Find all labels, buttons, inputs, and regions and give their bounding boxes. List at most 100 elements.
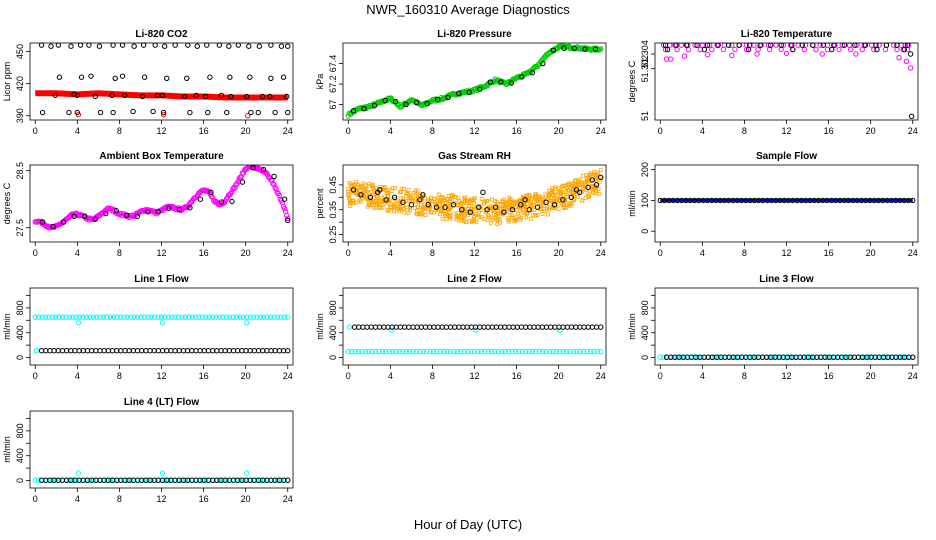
data-point <box>416 204 421 209</box>
data-point <box>187 205 193 211</box>
data-point <box>437 348 444 355</box>
data-point <box>882 354 889 360</box>
x-tick-label: 0 <box>346 248 351 258</box>
data-point <box>418 211 423 216</box>
data-point <box>371 205 376 210</box>
data-point <box>348 182 353 187</box>
data-point <box>204 43 210 48</box>
data-point <box>729 52 735 59</box>
data-point <box>490 208 495 213</box>
data-point <box>466 89 472 95</box>
data-point <box>704 43 711 48</box>
data-point <box>598 46 604 52</box>
chart-line4: Line 4 (LT) Flow ml/min 0 4 8 12 16 20 24 0 400 800 <box>2 397 294 504</box>
data-point <box>563 197 568 202</box>
data-point <box>883 43 890 48</box>
data-point <box>480 215 484 220</box>
data-point <box>400 348 406 355</box>
data-point <box>496 211 500 216</box>
data-point <box>566 182 570 187</box>
data-point <box>456 203 460 208</box>
data-point <box>166 205 172 212</box>
data-point <box>471 218 476 223</box>
x-tick-label: 0 <box>658 371 663 381</box>
data-point <box>479 197 484 201</box>
data-point <box>345 348 351 355</box>
data-point <box>392 204 397 209</box>
y-tick-label: 0.45 <box>328 176 338 194</box>
data-point <box>199 477 206 483</box>
y-tick-label: 67.4 <box>328 55 338 73</box>
plot-area <box>32 165 291 231</box>
y-axis-label: ml/min <box>2 436 12 463</box>
x-tick-label: 0 <box>658 126 663 136</box>
data-point <box>531 212 536 217</box>
data-point <box>39 109 46 116</box>
data-point <box>124 212 130 218</box>
data-point <box>33 348 40 354</box>
data-point <box>478 348 485 355</box>
data-point <box>896 54 902 61</box>
data-point <box>468 348 474 355</box>
data-point <box>456 90 462 97</box>
data-point <box>391 202 396 207</box>
data-point <box>904 43 911 48</box>
data-point <box>393 348 399 355</box>
data-point <box>165 314 172 320</box>
data-point <box>271 314 277 320</box>
data-point <box>574 348 580 355</box>
plot-area <box>345 324 604 355</box>
data-point <box>476 204 482 210</box>
data-point <box>229 198 235 205</box>
data-point <box>550 47 557 53</box>
data-point <box>384 191 389 195</box>
data-point <box>152 43 158 48</box>
data-point <box>441 348 447 355</box>
data-point <box>471 204 476 209</box>
data-point <box>378 206 383 210</box>
data-point <box>836 46 842 53</box>
data-point <box>247 74 253 80</box>
data-point <box>829 46 835 53</box>
data-point <box>524 215 529 220</box>
data-point <box>551 202 558 208</box>
data-point <box>392 98 399 105</box>
data-point <box>801 46 808 53</box>
x-tick-label: 16 <box>512 126 522 136</box>
data-point <box>240 170 247 176</box>
data-point <box>134 213 141 220</box>
data-point <box>209 314 216 320</box>
data-point <box>114 314 120 320</box>
data-point <box>831 43 837 48</box>
data-point <box>42 314 49 320</box>
data-point <box>187 109 193 116</box>
data-point <box>477 86 483 92</box>
data-point <box>66 314 73 320</box>
data-point <box>436 192 441 197</box>
data-point <box>585 184 591 191</box>
data-point <box>159 92 166 99</box>
data-point <box>910 197 916 204</box>
data-point <box>121 92 128 99</box>
data-point <box>32 314 38 320</box>
data-point <box>254 314 260 320</box>
x-tick-label: 12 <box>156 126 166 136</box>
data-point <box>810 43 816 48</box>
data-point <box>224 109 230 116</box>
x-tick-label: 20 <box>866 371 876 381</box>
data-point <box>799 43 805 48</box>
data-point <box>73 314 79 320</box>
x-tick-label: 20 <box>554 248 564 258</box>
plot-area <box>32 314 291 354</box>
series-black <box>38 43 291 116</box>
data-point <box>668 56 674 62</box>
data-point <box>39 219 46 225</box>
chart-co2: Li-820 CO2 Licor ppm 0 4 8 12 16 20 24 390 420 450 <box>2 29 294 136</box>
data-point <box>210 194 216 201</box>
x-tick-label: 12 <box>469 371 479 381</box>
x-tick-label: 16 <box>824 371 834 381</box>
data-point <box>903 58 910 65</box>
x-tick-label: 4 <box>388 248 393 258</box>
data-point <box>56 74 63 80</box>
y-tick-label: 800 <box>15 423 25 438</box>
